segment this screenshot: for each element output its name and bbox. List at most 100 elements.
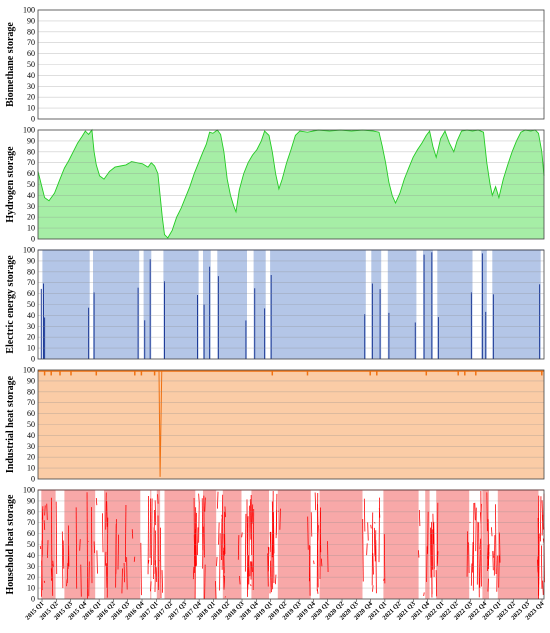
household-trace [271, 512, 274, 558]
household-trace [237, 535, 240, 560]
household-trace [275, 510, 278, 539]
y-tick-label: 20 [27, 213, 35, 222]
household-trace [427, 511, 429, 554]
household-trace [223, 575, 225, 584]
household-trace [498, 554, 500, 588]
y-tick-label: 100 [23, 126, 35, 135]
y-tick-label: 60 [27, 289, 35, 298]
household-trace [123, 562, 126, 583]
household-trace [372, 553, 374, 575]
household-trace [538, 549, 540, 600]
electric-gap [365, 250, 372, 359]
household-trace [41, 560, 43, 591]
household-trace [540, 545, 543, 589]
y-tick-label: 80 [27, 147, 35, 156]
household-trace [204, 497, 206, 512]
y-tick-label: 40 [27, 551, 35, 560]
household-gap [489, 490, 498, 599]
household-trace [472, 502, 475, 591]
household-trace [95, 497, 98, 506]
household-trace [55, 501, 58, 575]
household-trace [479, 549, 481, 588]
household-trace [247, 555, 249, 590]
household-trace [426, 546, 428, 582]
household-trace [91, 507, 93, 584]
y-tick-label: 30 [27, 442, 35, 451]
y-tick-label: 70 [27, 518, 35, 527]
household-trace [472, 542, 474, 573]
y-tick-label: 50 [27, 60, 35, 69]
household-trace [537, 559, 539, 572]
household-trace [327, 541, 329, 572]
household-trace [219, 533, 221, 591]
y-tick-label: 60 [27, 529, 35, 538]
y-axis-label: Electric energy storage [5, 255, 16, 354]
household-trace [269, 531, 272, 552]
household-gap [195, 490, 203, 599]
y-tick-label: 100 [23, 486, 35, 495]
household-trace [133, 556, 136, 562]
y-tick-label: 80 [27, 387, 35, 396]
household-trace [66, 579, 68, 587]
household-trace [131, 529, 134, 539]
industrial-plunge [158, 371, 163, 477]
y-tick-label: 90 [27, 256, 35, 265]
y-tick-label: 40 [27, 71, 35, 80]
household-trace [86, 492, 88, 599]
electric-gap [486, 250, 493, 359]
household-trace [363, 498, 366, 532]
household-trace [319, 507, 321, 580]
household-trace [476, 521, 479, 585]
household-trace [479, 538, 482, 550]
electric-gap [198, 250, 203, 359]
household-trace [270, 531, 272, 593]
y-tick-label: 90 [27, 376, 35, 385]
household-trace [105, 563, 108, 588]
household-trace [154, 500, 157, 526]
y-tick-label: 20 [27, 93, 35, 102]
household-trace [372, 585, 374, 592]
household-trace [218, 522, 220, 545]
household-trace [124, 505, 127, 562]
household-trace [487, 519, 490, 569]
household-trace [537, 495, 540, 573]
household-trace [317, 525, 319, 541]
panel-frame [37, 489, 545, 600]
y-tick-label: 90 [27, 136, 35, 145]
household-trace [491, 527, 493, 537]
household-trace [378, 497, 380, 563]
electric-gap [210, 250, 218, 359]
household-trace [153, 509, 155, 565]
household-trace [275, 574, 277, 585]
hydrogen-area [38, 130, 544, 239]
household-trace [469, 521, 471, 524]
y-axis-label: Hydrogen storage [5, 146, 16, 223]
y-tick-label: 40 [27, 311, 35, 320]
y-tick-label: 70 [27, 158, 35, 167]
household-trace [198, 493, 200, 503]
household-trace [221, 494, 224, 570]
electric-gap [139, 250, 144, 359]
household-trace [62, 540, 65, 569]
household-trace [466, 531, 469, 577]
household-trace [468, 542, 470, 573]
household-trace [104, 551, 107, 566]
household-trace [115, 524, 117, 588]
y-tick-label: 80 [27, 27, 35, 36]
y-tick-label: 50 [27, 180, 35, 189]
household-gap [55, 490, 65, 599]
household-trace [151, 498, 153, 566]
household-trace [433, 523, 435, 578]
y-tick-label: 100 [23, 246, 35, 255]
electric-gap [416, 250, 423, 359]
household-trace [194, 529, 196, 567]
household-trace [121, 568, 123, 594]
household-trace [106, 517, 109, 598]
y-tick-label: 0 [31, 595, 35, 604]
household-trace [102, 513, 104, 553]
household-trace [192, 566, 195, 580]
household-trace [216, 556, 218, 567]
y-tick-label: 60 [27, 409, 35, 418]
y-tick-label: 30 [27, 322, 35, 331]
